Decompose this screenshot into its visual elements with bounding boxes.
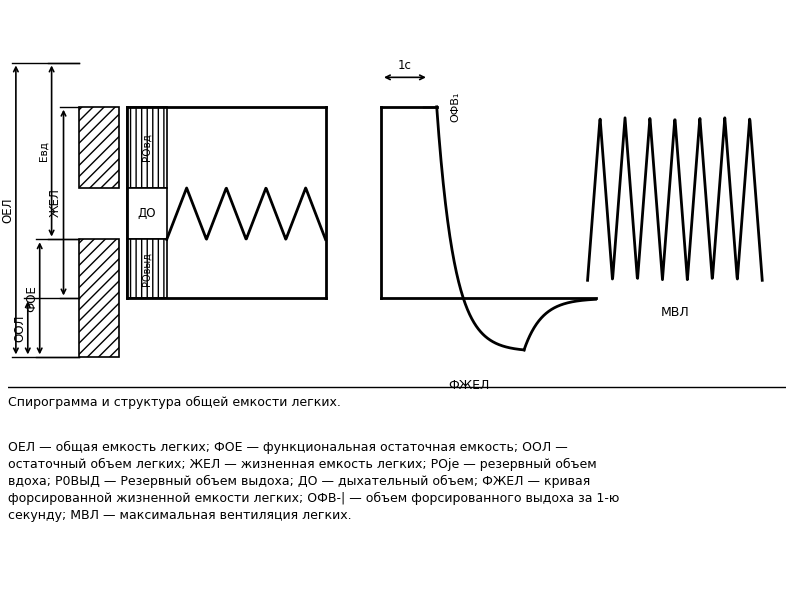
Text: ДО: ДО xyxy=(137,207,156,220)
Text: ОЕЛ — общая емкость легких; ФОЕ — функциональная остаточная емкость; ООЛ —
остат: ОЕЛ — общая емкость легких; ФОЕ — функци… xyxy=(8,441,619,522)
Text: Евд: Евд xyxy=(39,141,48,161)
Text: МВЛ: МВЛ xyxy=(661,306,689,319)
Text: 1с: 1с xyxy=(398,59,412,72)
Text: ОЕЛ: ОЕЛ xyxy=(2,197,14,223)
Text: ООЛ: ООЛ xyxy=(13,314,26,342)
Bar xyxy=(127,188,167,239)
Text: Спирограмма и структура общей емкости легких.: Спирограмма и структура общей емкости ле… xyxy=(8,396,341,409)
Text: ФОЕ: ФОЕ xyxy=(25,285,38,312)
Text: ОФВ₁: ОФВ₁ xyxy=(451,92,461,122)
Text: РОвд: РОвд xyxy=(142,133,152,161)
Bar xyxy=(79,107,119,188)
Bar xyxy=(127,239,167,298)
Text: ФЖЕЛ: ФЖЕЛ xyxy=(448,380,489,392)
Text: РОвыд: РОвыд xyxy=(142,252,152,286)
Bar xyxy=(127,107,167,188)
Bar xyxy=(79,239,119,357)
Text: ЖЕЛ: ЖЕЛ xyxy=(49,188,62,217)
